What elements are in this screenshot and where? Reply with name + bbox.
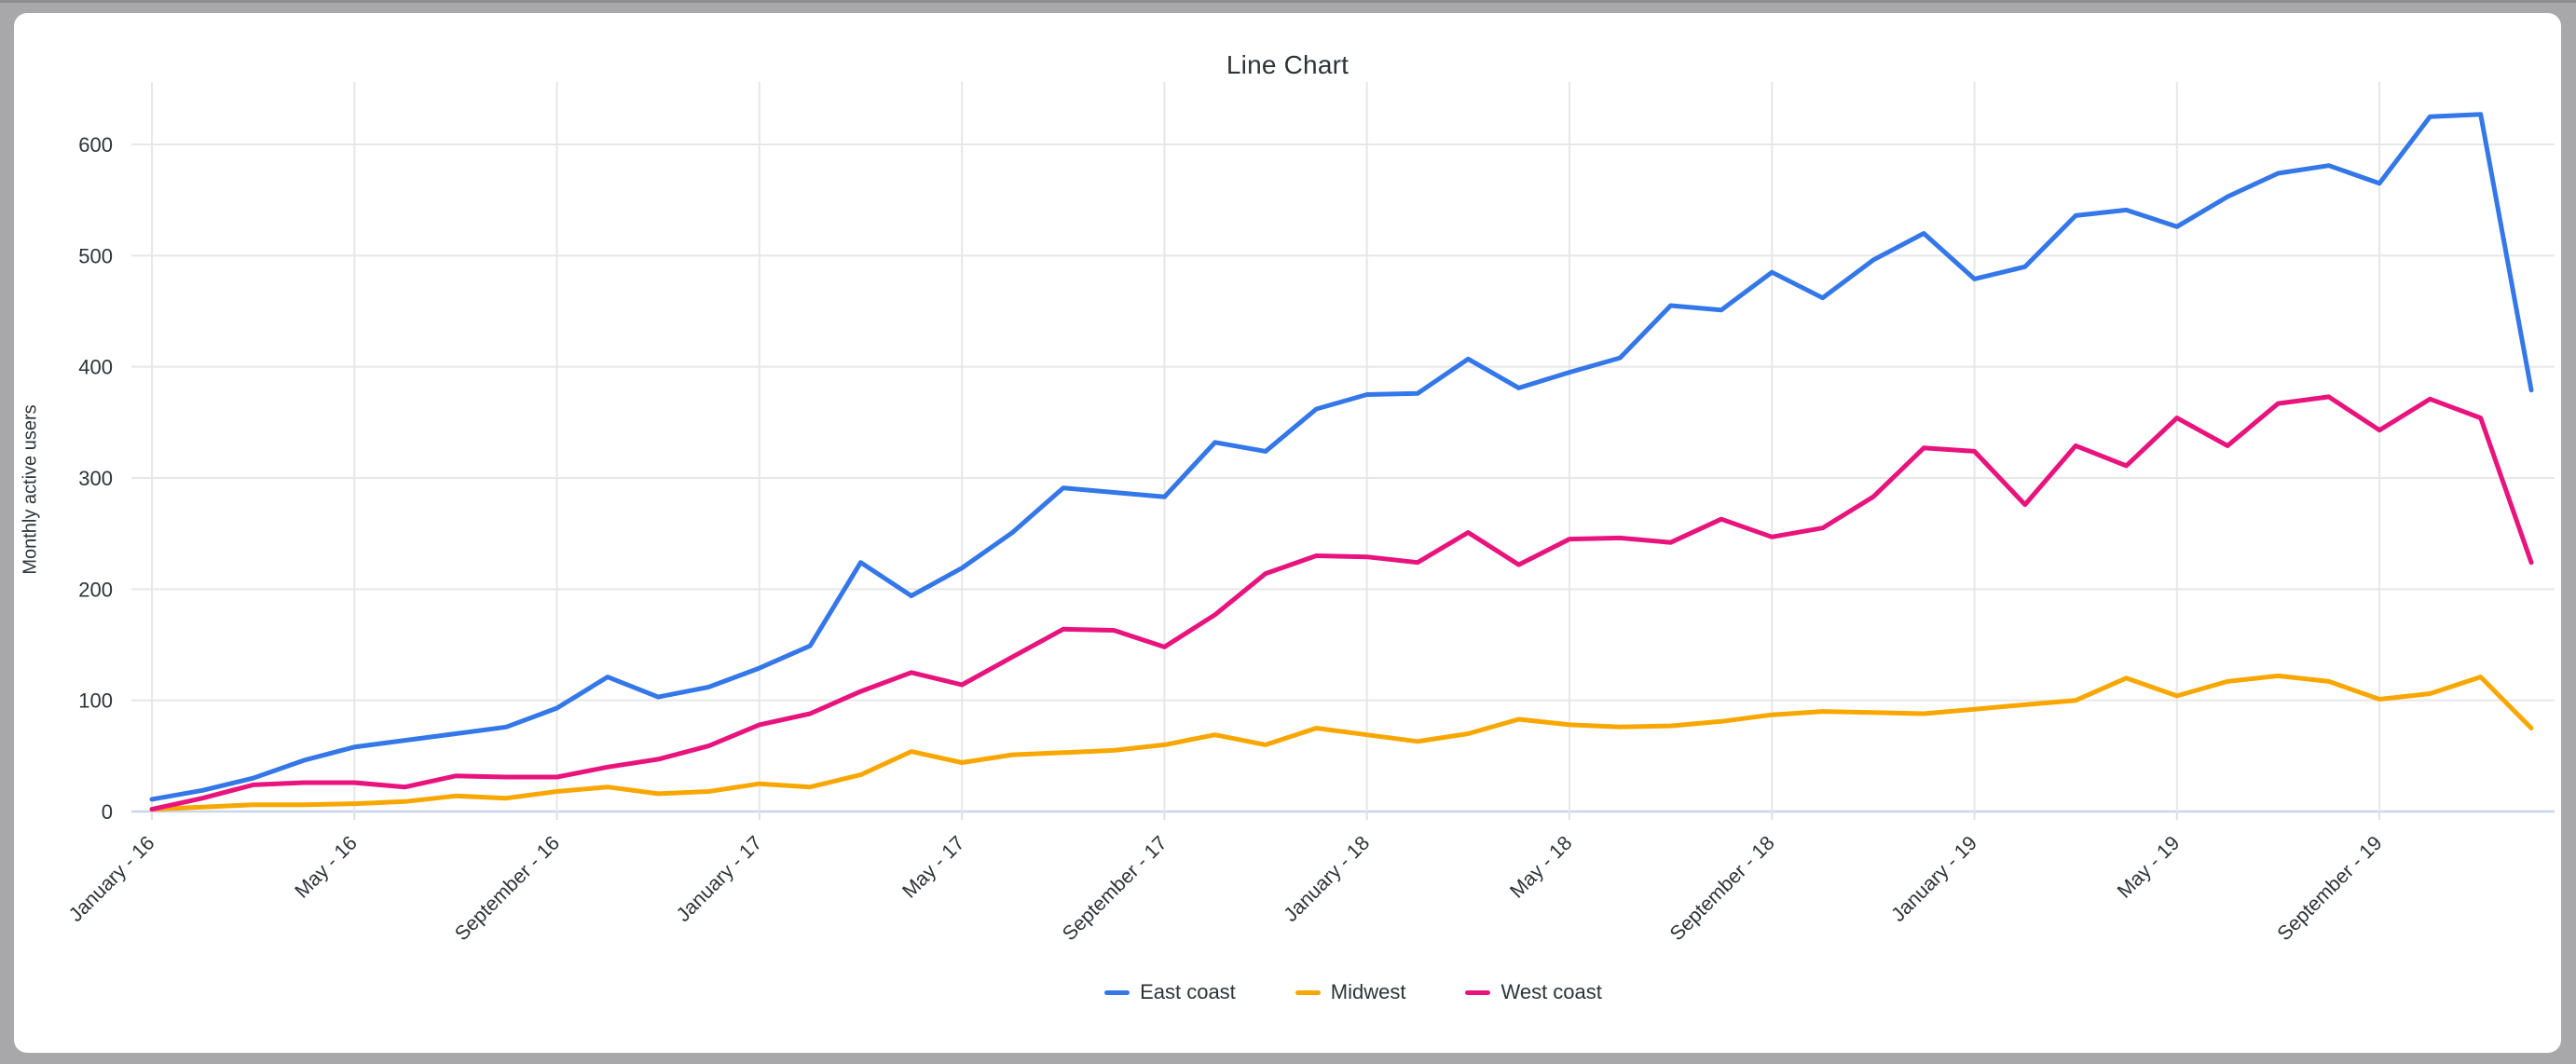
- legend-swatch-west-coast-icon: [1465, 989, 1491, 995]
- series-line-midwest: [149, 673, 2534, 812]
- x-tick-label: September - 17: [1058, 832, 1172, 946]
- y-tick-label: 400: [78, 356, 113, 379]
- y-tick-label: 500: [78, 244, 113, 267]
- x-tick-label: September - 16: [450, 832, 564, 946]
- x-tick-label: May - 18: [1505, 832, 1576, 903]
- y-tick-label: 100: [78, 689, 113, 713]
- y-tick-label: 300: [78, 467, 113, 490]
- x-tick-label: January - 17: [672, 832, 766, 926]
- x-tick-label: September - 18: [1665, 832, 1779, 946]
- x-tick-label: January - 19: [1887, 832, 1981, 926]
- y-tick-label: 200: [78, 578, 113, 601]
- x-tick-label: September - 19: [2273, 832, 2387, 946]
- x-tick-label: May - 19: [2113, 832, 2184, 903]
- legend-label: East coast: [1140, 980, 1236, 1003]
- x-tick-label: January - 18: [1280, 832, 1375, 927]
- legend-swatch-midwest-icon: [1295, 989, 1321, 995]
- x-tick-label: May - 17: [898, 832, 969, 903]
- series-line-east-coast: [149, 112, 2534, 802]
- chart-legend: East coast Midwest West coast: [152, 980, 2555, 1004]
- series-line-west-coast: [149, 394, 2534, 812]
- x-tick-label: January - 16: [64, 832, 159, 927]
- legend-swatch-east-coast-icon: [1104, 989, 1130, 995]
- y-tick-label: 600: [78, 133, 113, 157]
- chart-card: Line Chart Monthly active users: [14, 13, 2561, 1053]
- legend-label: West coast: [1500, 980, 1602, 1003]
- chart-title: Line Chart: [1226, 50, 1350, 79]
- legend-label: Midwest: [1330, 980, 1406, 1003]
- legend-item-east-coast[interactable]: East coast: [1104, 980, 1236, 1004]
- x-tick-label: May - 16: [291, 832, 362, 903]
- y-tick-label: 0: [102, 800, 113, 824]
- legend-item-midwest[interactable]: Midwest: [1295, 980, 1406, 1004]
- legend-item-west-coast[interactable]: West coast: [1465, 980, 1602, 1004]
